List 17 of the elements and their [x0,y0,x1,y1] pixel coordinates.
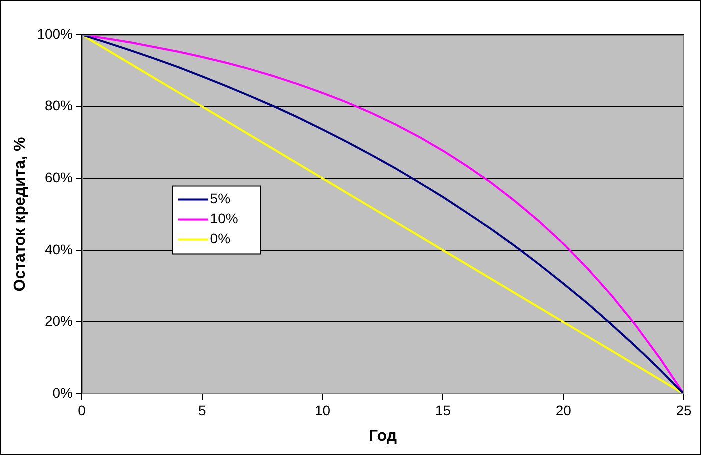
legend-label: 10% [210,210,238,227]
legend-label: 5% [210,190,231,207]
x-tick-label: 5 [198,402,207,418]
x-axis-title: Год [369,428,398,445]
y-tick-label: 100% [37,26,74,42]
x-tick-label: 0 [78,402,86,418]
y-tick-label: 40% [44,241,74,258]
y-tick-label: 80% [44,98,74,114]
y-tick-label: 0% [52,384,74,401]
x-tick-label: 20 [556,402,572,418]
y-axis-title: Остаток кредита, % [12,137,30,292]
legend-label: 0% [210,230,231,247]
y-tick-label: 60% [44,169,74,186]
x-tick-label: 25 [676,402,692,418]
x-tick-label: 10 [315,402,331,418]
x-tick-label: 15 [435,402,452,418]
y-tick-label: 20% [44,313,74,330]
